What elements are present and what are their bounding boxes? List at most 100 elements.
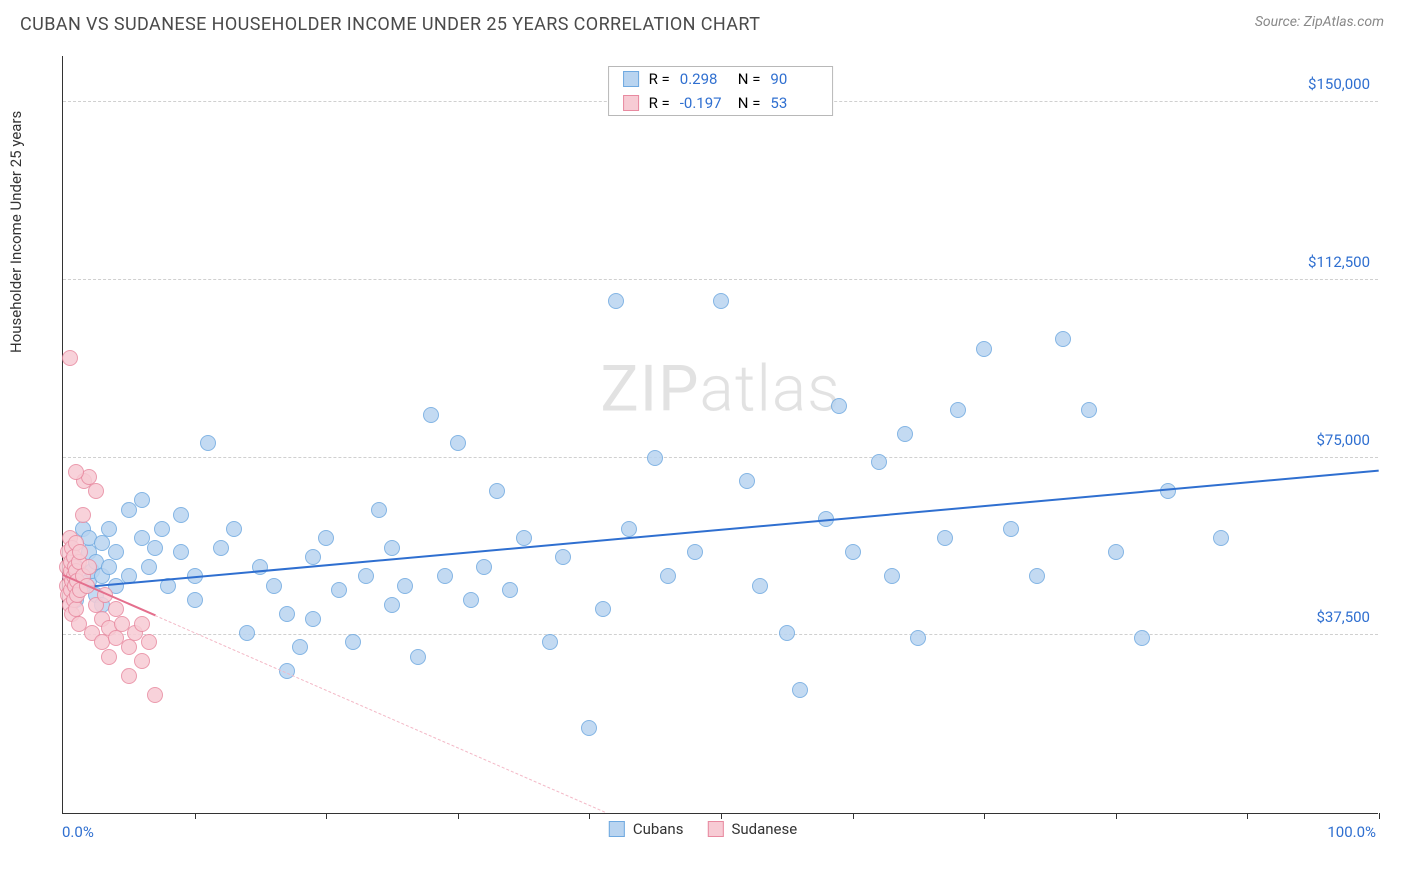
scatter-point xyxy=(779,625,795,641)
y-axis-title: Householder Income Under 25 years xyxy=(7,111,25,353)
legend-r-label: R = xyxy=(649,70,670,88)
scatter-point xyxy=(660,568,676,584)
scatter-point xyxy=(647,450,663,466)
scatter-point xyxy=(134,653,150,669)
legend-label: Cubans xyxy=(633,820,684,838)
scatter-point xyxy=(384,540,400,556)
scatter-point xyxy=(910,630,926,646)
x-tick xyxy=(589,813,590,819)
legend-bottom: Cubans Sudanese xyxy=(609,820,797,838)
scatter-point xyxy=(226,521,242,537)
scatter-point xyxy=(423,407,439,423)
scatter-point xyxy=(950,402,966,418)
chart-container: Householder Income Under 25 years ZIPatl… xyxy=(20,48,1386,858)
scatter-point xyxy=(134,616,150,632)
scatter-point xyxy=(88,483,104,499)
scatter-point xyxy=(81,559,97,575)
scatter-point xyxy=(305,549,321,565)
scatter-point xyxy=(141,634,157,650)
legend-label: Sudanese xyxy=(731,820,797,838)
scatter-point xyxy=(305,611,321,627)
scatter-point xyxy=(555,549,571,565)
scatter-point xyxy=(121,639,137,655)
scatter-point xyxy=(101,521,117,537)
scatter-point xyxy=(437,568,453,584)
scatter-point xyxy=(845,544,861,560)
scatter-point xyxy=(1055,331,1071,347)
scatter-point xyxy=(831,398,847,414)
scatter-point xyxy=(1213,530,1229,546)
scatter-point xyxy=(108,544,124,560)
scatter-point xyxy=(608,293,624,309)
legend-swatch xyxy=(707,821,723,837)
scatter-point xyxy=(75,507,91,523)
x-tick xyxy=(1116,813,1117,819)
y-tick-label: $112,500 xyxy=(1308,253,1370,271)
scatter-point xyxy=(581,720,597,736)
scatter-point xyxy=(687,544,703,560)
scatter-point xyxy=(897,426,913,442)
gridline xyxy=(63,634,1378,635)
scatter-point xyxy=(200,435,216,451)
legend-swatch xyxy=(609,821,625,837)
scatter-point xyxy=(884,568,900,584)
scatter-point xyxy=(266,578,282,594)
scatter-point xyxy=(542,634,558,650)
scatter-point xyxy=(450,435,466,451)
x-axis-max-label: 100.0% xyxy=(1327,823,1376,841)
legend-r-label: R = xyxy=(649,94,670,112)
source-credit: Source: ZipAtlas.com xyxy=(1255,14,1384,30)
legend-n-value: 53 xyxy=(770,94,818,112)
chart-title: CUBAN VS SUDANESE HOUSEHOLDER INCOME UND… xyxy=(20,14,760,35)
correlation-legend-row: R =-0.197N =53 xyxy=(609,91,833,115)
scatter-point xyxy=(173,544,189,560)
scatter-point xyxy=(384,597,400,613)
legend-n-value: 90 xyxy=(770,70,818,88)
legend-item: Sudanese xyxy=(707,820,797,838)
scatter-point xyxy=(516,530,532,546)
scatter-point xyxy=(463,592,479,608)
scatter-point xyxy=(331,582,347,598)
legend-n-label: N = xyxy=(738,70,761,88)
chart-header: CUBAN VS SUDANESE HOUSEHOLDER INCOME UND… xyxy=(0,0,1406,43)
scatter-point xyxy=(318,530,334,546)
scatter-point xyxy=(397,578,413,594)
scatter-point xyxy=(173,507,189,523)
x-tick xyxy=(326,813,327,819)
scatter-point xyxy=(871,454,887,470)
scatter-point xyxy=(213,540,229,556)
scatter-point xyxy=(371,502,387,518)
scatter-point xyxy=(1108,544,1124,560)
scatter-point xyxy=(937,530,953,546)
scatter-point xyxy=(595,601,611,617)
scatter-point xyxy=(502,582,518,598)
scatter-point xyxy=(752,578,768,594)
correlation-legend: R =0.298N =90R =-0.197N =53 xyxy=(608,66,834,116)
gridline xyxy=(63,279,1378,280)
trend-line-extension xyxy=(155,615,605,813)
scatter-point xyxy=(101,559,117,575)
y-tick-label: $150,000 xyxy=(1308,75,1370,93)
scatter-point xyxy=(739,473,755,489)
y-tick-label: $75,000 xyxy=(1316,431,1370,449)
scatter-point xyxy=(141,559,157,575)
scatter-point xyxy=(154,521,170,537)
scatter-point xyxy=(72,544,88,560)
legend-n-label: N = xyxy=(738,94,761,112)
scatter-point xyxy=(187,592,203,608)
scatter-point xyxy=(345,634,361,650)
legend-r-value: 0.298 xyxy=(680,70,728,88)
legend-swatch xyxy=(623,95,639,111)
scatter-point xyxy=(239,625,255,641)
scatter-point xyxy=(792,682,808,698)
scatter-point xyxy=(147,540,163,556)
watermark: ZIPatlas xyxy=(600,352,840,427)
scatter-point xyxy=(1003,521,1019,537)
scatter-point xyxy=(358,568,374,584)
x-tick xyxy=(1379,813,1380,819)
scatter-point xyxy=(1081,402,1097,418)
scatter-point xyxy=(279,606,295,622)
scatter-point xyxy=(489,483,505,499)
x-tick xyxy=(195,813,196,819)
scatter-point xyxy=(976,341,992,357)
